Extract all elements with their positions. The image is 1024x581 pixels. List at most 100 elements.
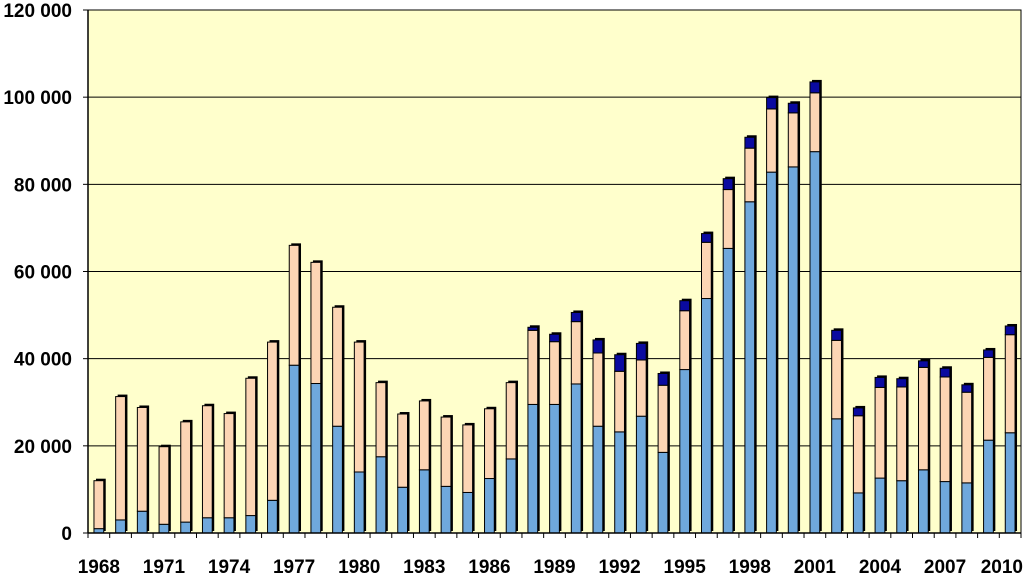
bar-group-2010 [1004,323,1018,534]
bar-segment-1970-s0 [136,510,148,534]
bar-segment-2003-s2 [852,407,864,417]
bar-segment-2005-s2 [896,378,908,388]
x-tick-label: 1995 [664,557,707,576]
bar-segment-1969-s0 [115,519,126,534]
bar-segment-2007-s1 [939,376,951,483]
bar-group-2005 [896,376,909,534]
bar-segment-1982-s0 [397,486,408,534]
x-tick-label: 1980 [338,557,380,576]
bar-segment-2006-s2 [917,360,929,368]
y-tick-label: 40 000 [14,350,72,371]
bar-group-1969 [115,394,128,534]
bar-segment-1994-s0 [657,451,669,534]
bar-segment-1980-s1 [353,341,365,473]
x-tick-label: 2001 [794,557,837,576]
bar-segment-1996-s2 [701,233,712,243]
bar-group-2004 [874,375,887,534]
bar-segment-1971-s1 [158,446,170,525]
bar-segment-1995-s1 [679,310,691,371]
bar-segment-1986-s1 [484,408,495,480]
bar-group-1975 [245,376,258,534]
bar-segment-2010-s1 [1004,334,1016,434]
bar-segment-2001-s0 [809,151,821,534]
bar-group-1977 [288,243,302,534]
x-tick-label: 1974 [208,557,251,576]
x-axis-tick-labels: 1968 1971 1974 1977 1980 1983 1986 1989 1992 1995… [78,557,1023,578]
bar-segment-1989-s1 [549,341,560,405]
bar-segment-1987-s0 [505,458,517,534]
bar-group-1973 [201,403,215,534]
bar-segment-1994-s1 [657,384,669,453]
bar-segment-2002-s2 [831,329,842,341]
bar-segment-1988-s1 [527,329,539,405]
bar-segment-2002-s0 [831,418,842,534]
bar-group-1995 [679,298,692,534]
bar-segment-1990-s0 [570,383,582,534]
bar-segment-1978-s1 [310,261,322,385]
bar-group-1988 [527,325,540,534]
bar-segment-2004-s2 [874,376,886,388]
axes [87,10,1022,538]
bar-group-1974 [223,411,236,534]
bar-group-1970 [136,405,150,534]
bar-segment-1973-s1 [201,405,213,519]
bar-segment-2009-s2 [983,349,994,358]
bar-segment-1992-s2 [614,354,625,372]
bar-segment-2009-s0 [983,439,994,534]
x-tick-label: 2004 [859,557,902,576]
bar-segment-2008-s1 [961,391,973,484]
bar-group-1997 [722,176,735,534]
bar-segment-1980-s0 [353,471,365,534]
bar-group-2000 [787,101,801,534]
bar-segment-1976-s0 [267,499,278,534]
x-tick-label: 2010 [981,557,1023,576]
bar-segment-1970-s1 [136,406,148,512]
bar-segment-1992-s0 [614,431,625,534]
bar-group-1971 [158,444,171,534]
bar-group-1976 [267,340,280,534]
bar-segment-1984-s1 [440,416,452,487]
bar-segment-1979-s1 [332,306,343,427]
bar-segment-2002-s1 [831,339,842,420]
bar-segment-1974-s1 [223,413,235,519]
bar-group-1999 [766,95,779,534]
bar-segment-2005-s1 [896,386,908,482]
y-tick-label: 60 000 [14,263,72,284]
bar-group-1991 [592,337,605,534]
x-tick-label: 1968 [78,557,120,576]
bar-segment-1993-s0 [635,415,647,534]
bar-segment-1996-s1 [701,241,712,300]
bar-segment-1976-s1 [267,341,278,501]
bar-segment-1968-s1 [93,480,105,530]
bar-segment-1975-s1 [245,377,257,517]
bar-segment-1981-s0 [375,456,387,534]
bar-segment-2006-s0 [917,469,929,534]
bar-segment-2008-s0 [961,482,973,534]
bar-segment-1975-s0 [245,515,257,534]
bar-segment-1998-s1 [744,147,756,203]
bar-group-1996 [701,231,714,534]
bar-group-1984 [440,415,453,534]
x-tick-label: 1971 [143,557,186,576]
bar-segment-1985-s1 [462,424,474,493]
bar-group-1972 [180,419,193,534]
bar-segment-2004-s1 [874,386,886,479]
bar-segment-1994-s2 [657,372,669,386]
x-tick-label: 1992 [598,557,640,576]
bar-segment-2010-s2 [1004,325,1016,336]
bar-group-1994 [657,371,670,534]
bar-segment-1977-s0 [288,364,300,534]
bar-segment-1988-s2 [527,326,539,331]
bar-segment-2003-s1 [852,415,864,494]
bars [93,79,1018,534]
bar-segment-1982-s1 [397,413,408,488]
bar-segment-1979-s0 [332,425,343,534]
bar-segment-1971-s0 [158,523,170,534]
y-tick-label: 80 000 [14,175,72,196]
bar-group-1992 [614,352,627,534]
bar-group-1986 [484,406,497,534]
bar-segment-2001-s2 [809,81,821,94]
bar-segment-1998-s2 [744,136,756,149]
bar-group-1998 [744,135,757,534]
bar-group-1982 [397,412,410,534]
